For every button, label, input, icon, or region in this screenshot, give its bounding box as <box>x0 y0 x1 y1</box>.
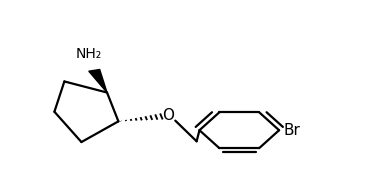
Text: O: O <box>162 108 174 123</box>
Text: Br: Br <box>283 123 300 138</box>
Text: NH₂: NH₂ <box>75 47 102 61</box>
Polygon shape <box>89 70 107 93</box>
